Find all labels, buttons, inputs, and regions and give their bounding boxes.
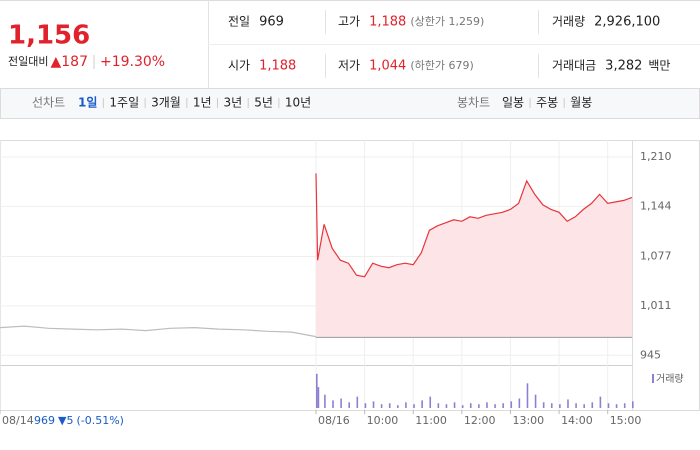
volume-bar xyxy=(437,403,440,408)
volume-bar xyxy=(518,398,521,408)
volume-bar xyxy=(607,403,610,408)
change: ▲187 xyxy=(50,54,88,70)
y-tick-label: 945 xyxy=(640,348,661,361)
tab[interactable]: 일봉 xyxy=(502,96,524,110)
tab[interactable]: 주봉 xyxy=(536,96,558,110)
summary-value: 1,188 xyxy=(259,59,296,74)
summary-label: 전일 xyxy=(228,15,250,29)
y-tick-label: 1,077 xyxy=(640,249,672,262)
volume-bar xyxy=(478,404,480,408)
volume-bar xyxy=(453,402,456,408)
summary-value: 969 xyxy=(259,15,284,30)
volume-bar xyxy=(559,404,561,408)
volume-bar xyxy=(340,398,342,408)
volume-bar xyxy=(380,404,383,408)
volume-bar xyxy=(526,383,529,408)
summary-label: 거래량 xyxy=(552,15,585,29)
volume-bar xyxy=(429,396,432,408)
price-line xyxy=(0,325,317,338)
volume-bar xyxy=(421,400,423,408)
volume-bar xyxy=(502,403,504,408)
volume-bar xyxy=(550,403,553,408)
tab[interactable]: 1년 xyxy=(193,96,212,110)
x-tick-label: 10:00 xyxy=(367,414,399,427)
volume-bar xyxy=(567,399,569,408)
tab[interactable]: 월봉 xyxy=(570,96,592,110)
volume-bar xyxy=(332,400,334,408)
legend-label: 거래량 xyxy=(656,373,684,385)
volume-bar xyxy=(364,403,367,408)
tab-group-label: 선차트 xyxy=(32,96,65,110)
tab[interactable]: 5년 xyxy=(254,96,273,110)
summary-label: 거래대금 xyxy=(552,59,596,73)
summary-value: 2,926,100 xyxy=(594,15,660,30)
volume-bar xyxy=(316,373,318,408)
summary-note: (상한가 1,259) xyxy=(410,15,484,28)
summary-note: (하한가 679) xyxy=(410,58,473,72)
volume-bar xyxy=(413,404,415,408)
x-tick-label: 13:00 xyxy=(512,414,544,427)
summary-unit: 백만 xyxy=(648,59,670,73)
summary-value: 1,188 xyxy=(369,15,406,30)
x-tick-label: 08/14 xyxy=(2,414,34,427)
x-tick-label: 11:00 xyxy=(415,414,447,427)
volume-bar xyxy=(494,404,496,408)
summary-label: 시가 xyxy=(228,59,250,73)
volume-bar xyxy=(461,405,464,408)
x-tick-label: 15:00 xyxy=(610,414,642,427)
x-tick-label: 08/16 xyxy=(318,414,350,427)
volume-bar xyxy=(542,402,545,408)
y-tick-label: 1,011 xyxy=(640,299,672,312)
summary-label: 고가 xyxy=(338,15,360,29)
volume-bar xyxy=(599,396,602,408)
summary-value: 3,282 xyxy=(605,59,642,74)
volume-bar xyxy=(583,404,585,408)
volume-bar xyxy=(372,401,375,408)
price: 1,156 xyxy=(8,21,90,51)
volume-bar xyxy=(469,403,472,408)
area xyxy=(316,173,632,338)
price-line xyxy=(315,173,633,278)
legend-swatch xyxy=(652,374,654,383)
volume-bar xyxy=(324,394,326,408)
volume-bar xyxy=(317,387,320,408)
volume-bar xyxy=(632,401,634,408)
volume-bar xyxy=(356,396,359,408)
volume-bar xyxy=(510,401,513,408)
volume-bar xyxy=(388,403,391,408)
summary-label: 저가 xyxy=(338,59,360,73)
tab[interactable]: 3개월 xyxy=(151,96,181,110)
volume-bar xyxy=(575,403,577,408)
tab[interactable]: 3년 xyxy=(224,96,243,110)
volume-bar xyxy=(591,402,594,408)
summary-value: 1,044 xyxy=(369,59,406,74)
volume-bar xyxy=(615,404,618,408)
volume-bar xyxy=(486,402,488,408)
prev-change: ▼5 xyxy=(58,414,73,427)
volume-bar xyxy=(445,404,448,408)
tab-group-label: 봉차트 xyxy=(457,96,490,110)
tab-bar xyxy=(0,88,700,119)
change-label: 전일대비 xyxy=(8,54,48,68)
tab[interactable]: 1주일 xyxy=(109,96,139,110)
volume-bar xyxy=(405,402,407,408)
tab[interactable]: 10년 xyxy=(285,96,311,110)
tab[interactable]: 1일 xyxy=(78,96,97,110)
prev-close: 969 xyxy=(34,414,55,427)
volume-bar xyxy=(348,402,351,408)
volume-bar xyxy=(397,405,399,408)
prev-change-rate: (-0.51%) xyxy=(76,414,124,427)
volume-bar xyxy=(623,403,626,408)
volume-bar xyxy=(534,394,537,408)
change-rate: +19.30% xyxy=(100,54,165,70)
y-tick-label: 1,144 xyxy=(640,199,672,212)
y-tick-label: 1,210 xyxy=(640,150,672,163)
x-tick-label: 12:00 xyxy=(464,414,496,427)
x-tick-label: 14:00 xyxy=(561,414,593,427)
